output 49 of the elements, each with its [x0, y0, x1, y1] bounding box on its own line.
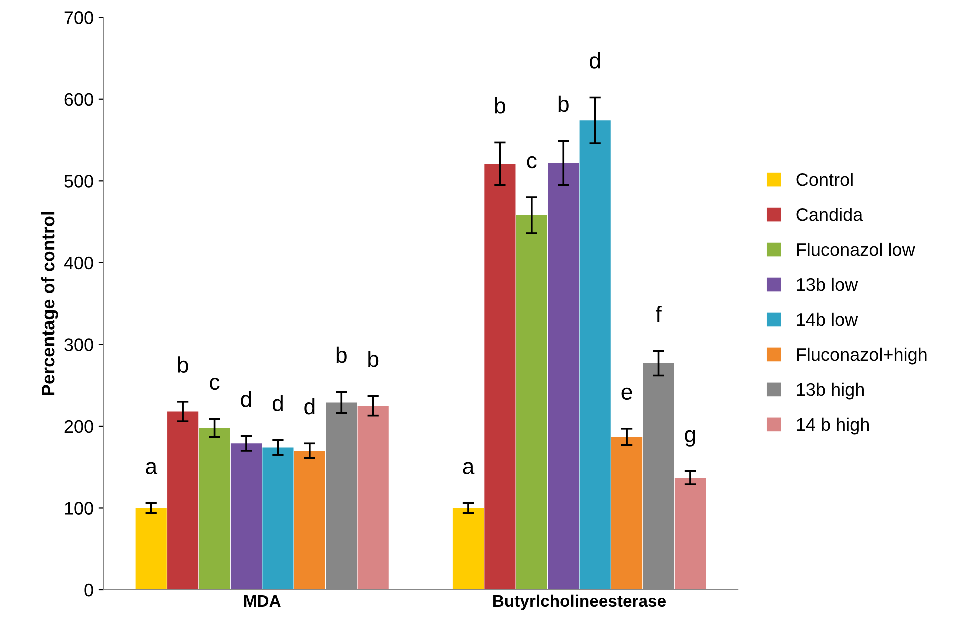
legend-label: Control — [796, 173, 853, 186]
bar — [294, 450, 326, 590]
bar — [484, 164, 516, 590]
bar — [168, 412, 199, 590]
data-label: f — [656, 306, 662, 322]
bar — [262, 448, 294, 590]
bar — [516, 215, 548, 590]
data-label: b — [336, 346, 347, 364]
bar — [674, 478, 706, 590]
y-tick-label: 700 — [64, 12, 94, 24]
data-label: d — [590, 52, 600, 69]
x-tick-label: MDA — [244, 595, 281, 607]
data-label: b — [495, 97, 506, 114]
data-label: e — [622, 388, 632, 400]
y-tick-label: 400 — [64, 256, 94, 270]
legend-label: Fluconazol+high — [797, 348, 927, 365]
data-label: b — [368, 350, 379, 368]
data-label: c — [210, 378, 220, 390]
y-axis-title: Percentage of control — [41, 212, 58, 396]
data-label: b — [558, 96, 569, 112]
legend-label: 14 b high — [797, 418, 869, 435]
y-tick-label: 600 — [64, 93, 94, 106]
bar — [136, 508, 167, 590]
bar — [358, 406, 389, 590]
data-label: c — [527, 156, 537, 169]
y-tick-label: 500 — [64, 175, 94, 188]
y-tick-label: 300 — [64, 338, 94, 352]
y-tick-label: 0 — [84, 584, 94, 597]
y-tick-label: 200 — [64, 420, 94, 434]
x-tick-label: Butyrlcholineesterase — [494, 594, 666, 610]
bar — [612, 437, 643, 590]
legend-label: Candida — [796, 208, 864, 222]
bar — [452, 508, 484, 590]
data-label: d — [272, 395, 283, 412]
data-label: d — [241, 391, 252, 408]
data-label: a — [146, 462, 158, 474]
y-tick-label: 100 — [65, 502, 94, 515]
legend-label: Fluconazol low — [797, 242, 916, 256]
bar — [230, 444, 262, 590]
legend-label: 13b high — [797, 382, 864, 400]
bar — [199, 428, 230, 590]
data-label: d — [304, 398, 315, 415]
legend-label: 14b low — [797, 312, 858, 326]
bar — [548, 163, 580, 590]
legend-label: 13b low — [797, 278, 858, 292]
data-label: a — [463, 462, 475, 474]
data-label: g — [685, 430, 696, 447]
data-label: b — [178, 356, 188, 374]
bar — [580, 120, 611, 590]
